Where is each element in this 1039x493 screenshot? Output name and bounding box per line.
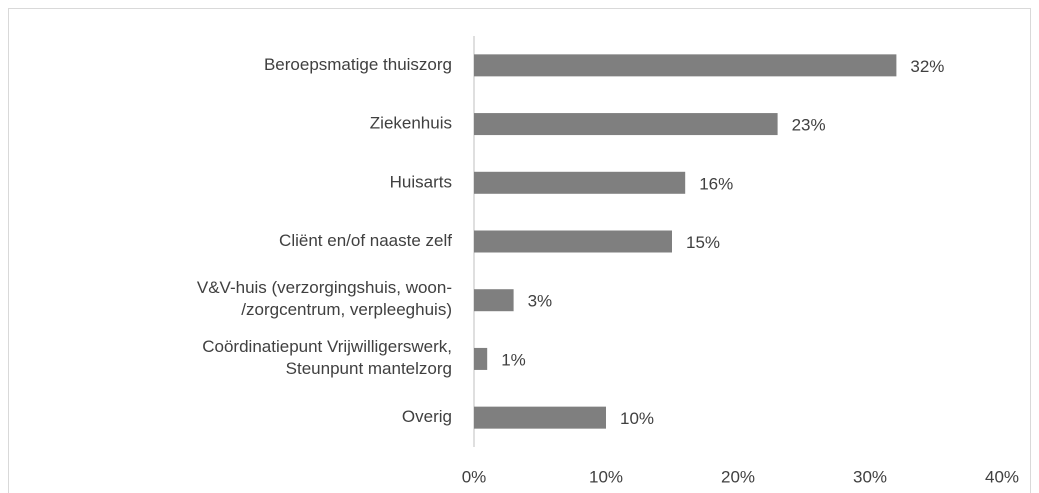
bar	[474, 171, 686, 194]
y-tick-label: Ziekenhuis	[370, 114, 452, 133]
bar	[474, 230, 672, 253]
y-tick-label: Coördinatiepunt Vrijwilligerswerk, Steunp…	[202, 337, 452, 378]
data-label: 32%	[910, 57, 944, 76]
y-tick-label: Cliënt en/of naaste zelf	[279, 231, 452, 250]
data-label: 16%	[699, 174, 733, 193]
x-tick-label: 20%	[721, 467, 755, 486]
y-tick-label: V&V-huis (verzorgingshuis, woon-/zorgcen…	[197, 279, 452, 320]
data-label: 1%	[501, 350, 526, 369]
bar	[474, 113, 778, 136]
y-tick-label: Beroepsmatige thuiszorg	[264, 55, 452, 74]
data-label: 10%	[620, 409, 654, 428]
x-tick-label: 40%	[985, 467, 1019, 486]
data-label: 3%	[528, 292, 553, 311]
bar	[474, 347, 488, 370]
x-tick-label: 0%	[462, 467, 487, 486]
bar	[474, 54, 897, 77]
data-label: 23%	[792, 116, 826, 135]
data-label: 15%	[686, 233, 720, 252]
y-tick-label: Huisarts	[390, 172, 452, 191]
bar	[474, 289, 514, 312]
y-tick-label: Overig	[402, 407, 452, 426]
chart-border	[8, 8, 1031, 493]
x-tick-label: 10%	[589, 467, 623, 486]
bar	[474, 406, 606, 429]
x-tick-label: 30%	[853, 467, 887, 486]
